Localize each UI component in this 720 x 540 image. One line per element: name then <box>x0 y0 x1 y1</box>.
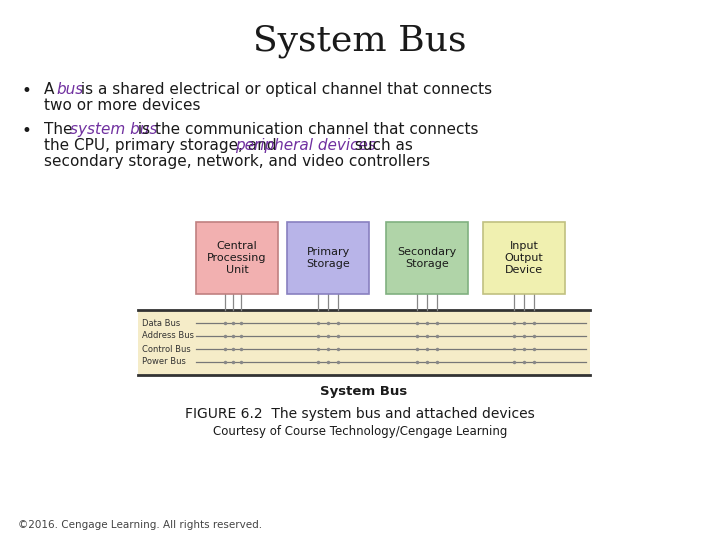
Bar <box>386 222 468 294</box>
Text: is the communication channel that connects: is the communication channel that connec… <box>133 122 479 137</box>
Bar <box>483 222 565 294</box>
Text: Control Bus: Control Bus <box>142 345 191 354</box>
Text: system bus: system bus <box>70 122 157 137</box>
Text: System Bus: System Bus <box>320 385 408 398</box>
Text: is a shared electrical or optical channel that connects: is a shared electrical or optical channe… <box>76 82 492 97</box>
Text: bus: bus <box>57 82 84 97</box>
Text: •: • <box>22 122 32 140</box>
Text: the CPU, primary storage, and: the CPU, primary storage, and <box>44 138 282 153</box>
Text: such as: such as <box>350 138 413 153</box>
Text: Primary
Storage: Primary Storage <box>306 247 350 269</box>
Text: •: • <box>22 82 32 100</box>
Text: A: A <box>44 82 59 97</box>
Text: two or more devices: two or more devices <box>44 98 200 113</box>
Text: Power Bus: Power Bus <box>142 357 186 367</box>
Text: Secondary
Storage: Secondary Storage <box>397 247 456 269</box>
Bar <box>138 310 590 375</box>
Text: Central
Processing
Unit: Central Processing Unit <box>207 241 266 275</box>
Text: Courtesy of Course Technology/Cengage Learning: Courtesy of Course Technology/Cengage Le… <box>213 425 507 438</box>
Text: The: The <box>44 122 77 137</box>
Text: Address Bus: Address Bus <box>142 332 194 341</box>
Text: peripheral devices: peripheral devices <box>235 138 377 153</box>
Text: ©2016. Cengage Learning. All rights reserved.: ©2016. Cengage Learning. All rights rese… <box>18 520 262 530</box>
Text: System Bus: System Bus <box>253 24 467 58</box>
Bar <box>287 222 369 294</box>
Text: FIGURE 6.2  The system bus and attached devices: FIGURE 6.2 The system bus and attached d… <box>185 407 535 421</box>
Text: secondary storage, network, and video controllers: secondary storage, network, and video co… <box>44 154 430 169</box>
Text: Input
Output
Device: Input Output Device <box>505 241 544 275</box>
Text: Data Bus: Data Bus <box>142 319 180 327</box>
Bar <box>196 222 278 294</box>
